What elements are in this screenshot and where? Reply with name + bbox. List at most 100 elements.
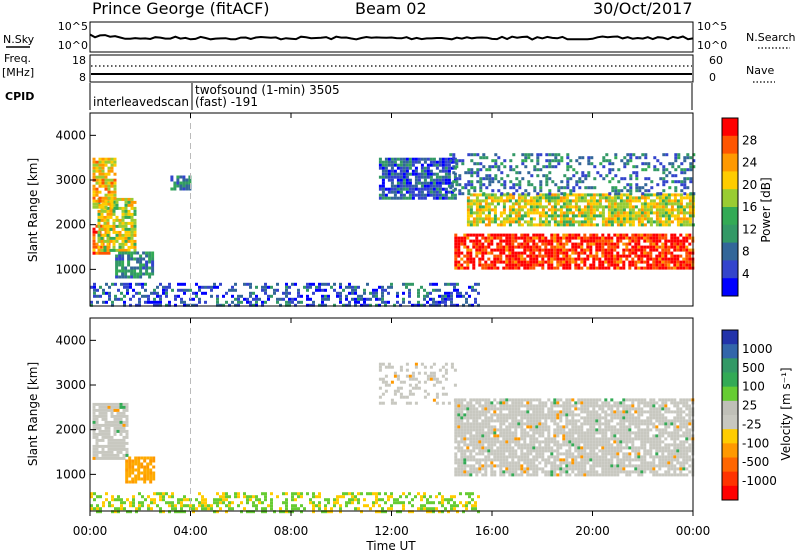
heatmap-cell — [559, 243, 562, 246]
heatmap-cell — [128, 463, 131, 466]
heatmap-cell — [578, 193, 581, 196]
heatmap-cell — [604, 243, 607, 246]
heatmap-cell — [93, 289, 96, 292]
heatmap-cell — [153, 498, 156, 501]
heatmap-cell — [683, 180, 686, 183]
heatmap-cell — [641, 196, 644, 199]
heatmap-cell — [538, 240, 541, 243]
heatmap-cell — [616, 246, 619, 249]
heatmap-cell — [607, 425, 610, 428]
heatmap-cell — [580, 434, 583, 437]
heatmap-cell — [379, 158, 382, 161]
heatmap-cell — [553, 455, 556, 458]
heatmap-cell — [479, 156, 482, 159]
heatmap-cell — [553, 428, 556, 431]
heatmap-cell — [580, 407, 583, 410]
heatmap-cell — [548, 192, 551, 195]
heatmap-cell — [583, 473, 586, 476]
heatmap-cell — [96, 448, 99, 451]
heatmap-cell — [505, 243, 508, 246]
heatmap-cell — [210, 289, 213, 292]
heatmap-cell — [246, 495, 249, 498]
heatmap-cell — [125, 481, 128, 484]
heatmap-cell — [102, 289, 105, 292]
heatmap-cell — [610, 407, 613, 410]
heatmap-cell — [433, 188, 436, 191]
heatmap-cell — [607, 234, 610, 237]
heatmap-cell — [312, 283, 315, 286]
heatmap-cell — [667, 246, 670, 249]
heatmap-cell — [629, 177, 632, 180]
heatmap-cell — [473, 223, 476, 226]
heatmap-cell — [529, 416, 532, 419]
heatmap-cell — [126, 421, 129, 424]
heatmap-cell — [578, 220, 581, 223]
heatmap-cell — [93, 167, 96, 170]
heatmap-cell — [644, 156, 647, 159]
heatmap-cell — [201, 286, 204, 289]
heatmap-cell — [140, 457, 143, 460]
heatmap-cell — [532, 267, 535, 270]
heatmap-cell — [108, 406, 111, 409]
heatmap-cell — [451, 197, 454, 200]
heatmap-cell — [105, 206, 108, 209]
heatmap-cell — [622, 425, 625, 428]
heatmap-cell — [387, 507, 390, 510]
heatmap-cell — [587, 162, 590, 165]
heatmap-cell — [481, 440, 484, 443]
heatmap-cell — [583, 237, 586, 240]
heatmap-cell — [499, 425, 502, 428]
heatmap-cell — [108, 167, 111, 170]
heatmap-cell — [143, 475, 146, 478]
heatmap-cell — [114, 421, 117, 424]
heatmap-cell — [541, 440, 544, 443]
heatmap-cell — [529, 461, 532, 464]
heatmap-cell — [532, 261, 535, 264]
heatmap-cell — [638, 220, 641, 223]
heatmap-cell — [375, 295, 378, 298]
heatmap-cell — [553, 258, 556, 261]
heatmap-cell — [680, 162, 683, 165]
heatmap-cell — [623, 223, 626, 226]
heatmap-cell — [674, 202, 677, 205]
heatmap-cell — [518, 183, 521, 186]
heatmap-cell — [348, 498, 351, 501]
heatmap-cell — [592, 407, 595, 410]
heatmap-cell — [441, 298, 444, 301]
heatmap-cell — [553, 237, 556, 240]
heatmap-cell — [601, 243, 604, 246]
heatmap-cell — [641, 153, 644, 156]
heatmap-cell — [485, 214, 488, 217]
heatmap-cell — [536, 159, 539, 162]
heatmap-cell — [659, 223, 662, 226]
heatmap-cell — [647, 220, 650, 223]
heatmap-cell — [113, 222, 116, 225]
heatmap-cell — [102, 439, 105, 442]
heatmap-cell — [524, 202, 527, 205]
heatmap-cell — [475, 255, 478, 258]
heatmap-cell — [488, 168, 491, 171]
heatmap-cell — [614, 156, 617, 159]
heatmap-cell — [149, 472, 152, 475]
heatmap-cell — [186, 498, 189, 501]
heatmap-cell — [409, 185, 412, 188]
heatmap-cell — [185, 182, 188, 185]
heatmap-cell — [379, 167, 382, 170]
heatmap-cell — [390, 504, 393, 507]
heatmap-cell — [502, 458, 505, 461]
heatmap-cell — [526, 246, 529, 249]
heatmap-cell — [632, 217, 635, 220]
heatmap-cell — [478, 425, 481, 428]
heatmap-cell — [550, 258, 553, 261]
heatmap-cell — [453, 283, 456, 286]
heatmap-cell — [619, 234, 622, 237]
heatmap-cell — [473, 217, 476, 220]
heatmap-cell — [140, 463, 143, 466]
heatmap-cell — [424, 194, 427, 197]
heatmap-cell — [487, 419, 490, 422]
heatmap-cell — [634, 261, 637, 264]
heatmap-cell — [602, 214, 605, 217]
heatmap-cell — [677, 211, 680, 214]
heatmap-cell — [394, 191, 397, 194]
heatmap-cell — [500, 177, 503, 180]
